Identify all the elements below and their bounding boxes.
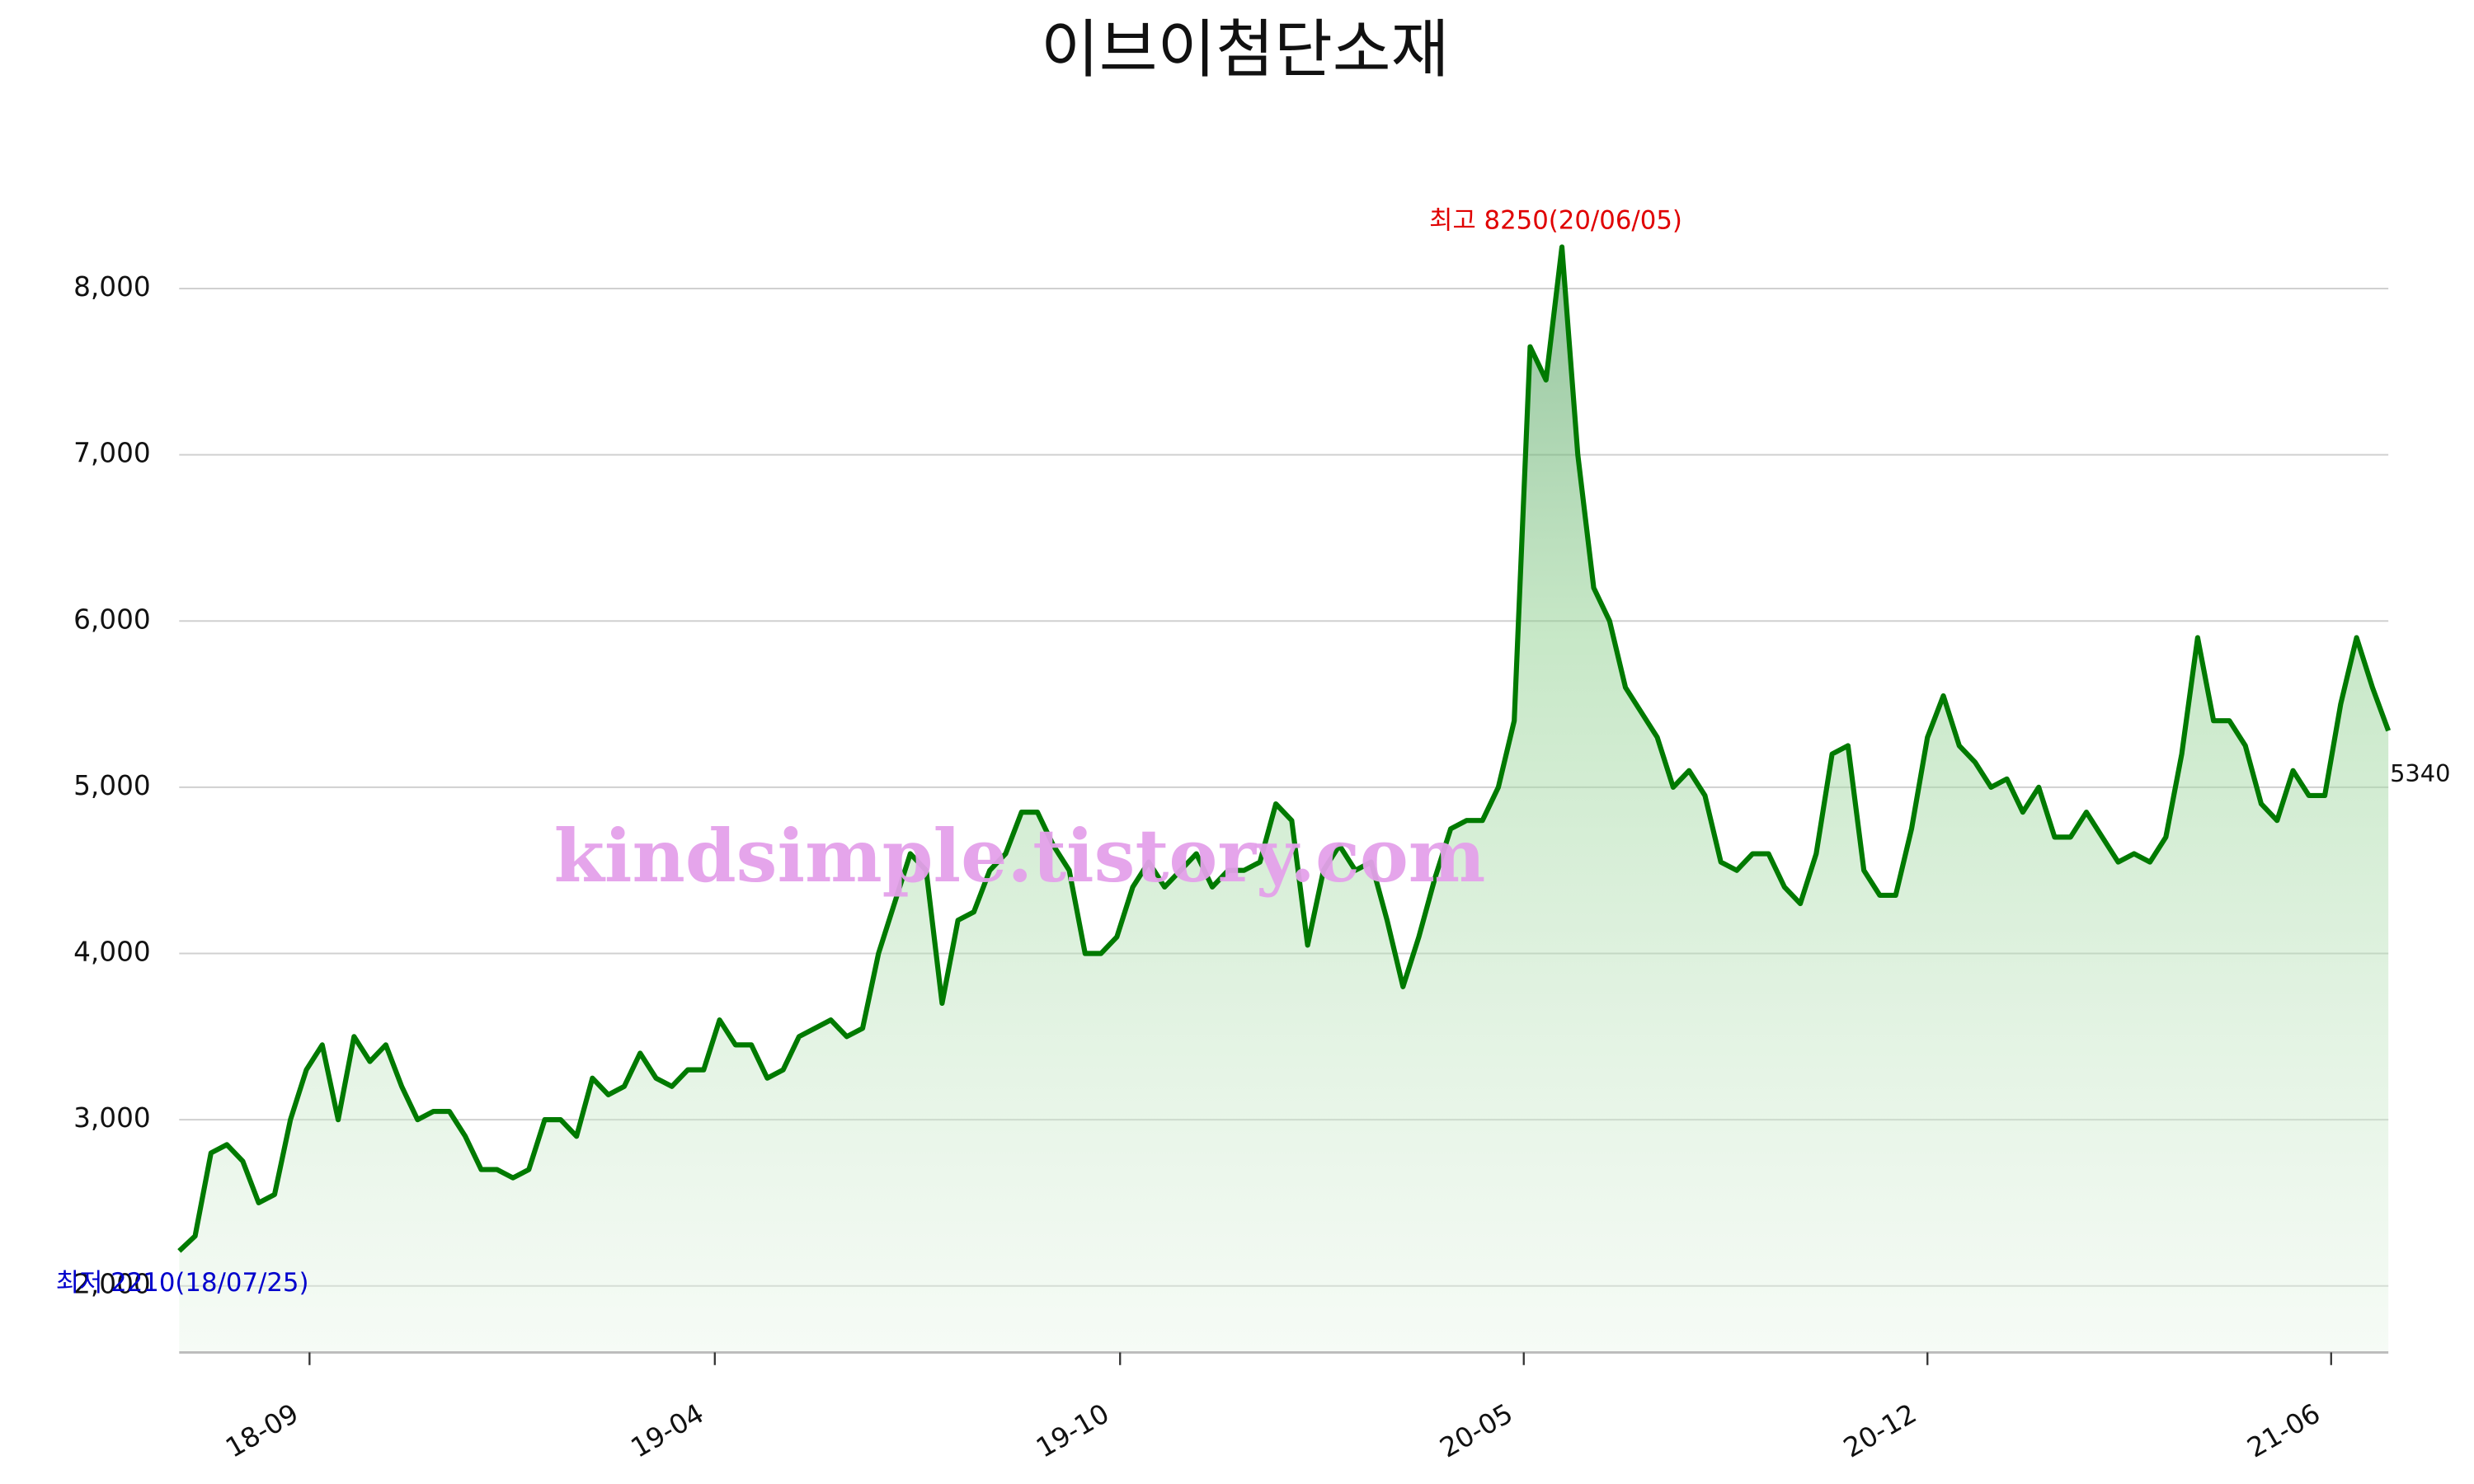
y-tick-label: 3,000 (73, 1102, 151, 1134)
x-tick-label: 19-10 (1031, 1397, 1114, 1463)
x-tick-label: 21-06 (2242, 1397, 2326, 1463)
area (179, 247, 2389, 1353)
y-tick-label: 8,000 (73, 271, 151, 303)
low-annotation: 최저 2210(18/07/25) (56, 1268, 309, 1298)
value-label: 5340 (2390, 759, 2450, 787)
line (177, 244, 2392, 1253)
chart-title: 이브이첨단소재 (1041, 13, 1449, 87)
y-tick-label: 4,000 (73, 936, 151, 967)
y-tick-label: 7,000 (73, 438, 151, 469)
y-tick-label: 2,000 (73, 1269, 151, 1300)
watermark: kindsimple.tistory.com (554, 813, 1486, 899)
x-tick-label: 20-05 (1435, 1397, 1518, 1463)
high-annotation: 최고 8250(20/06/05) (1429, 206, 1682, 236)
x-tick-label: 19-04 (626, 1397, 709, 1463)
x-tick-label: 18-09 (220, 1397, 303, 1463)
y-tick-label: 5,000 (73, 770, 151, 801)
x-tick-label: 20-12 (1838, 1397, 1921, 1463)
y-tick-label: 6,000 (73, 603, 151, 635)
